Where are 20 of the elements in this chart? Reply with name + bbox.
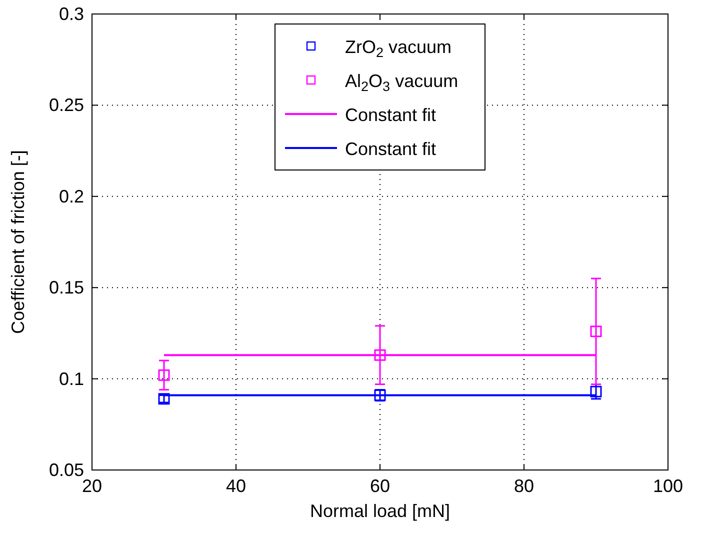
- x-axis-title: Normal load [mN]: [310, 501, 450, 521]
- x-tick-label: 20: [82, 476, 102, 496]
- point: [374, 349, 386, 361]
- x-tick-label: 60: [370, 476, 390, 496]
- y-tick-label: 0.3: [58, 4, 84, 24]
- legend-label: Constant fit: [345, 139, 436, 159]
- y-tick-label: 0.15: [48, 278, 84, 298]
- legend-label: Constant fit: [345, 105, 436, 125]
- y-axis-title: Coefficient of friction [-]: [8, 150, 28, 334]
- x-tick-label: 40: [226, 476, 246, 496]
- point: [158, 369, 170, 381]
- legend-label: Al$_{2}$O$_{3}$ vacuum: [345, 71, 458, 94]
- legend-label: ZrO$_{2}$ vacuum: [345, 37, 452, 60]
- y-tick-label: 0.2: [58, 186, 84, 206]
- y-tick-label: 0.1: [58, 368, 84, 389]
- y-tick-label: 0.05: [48, 460, 84, 480]
- y-tick-label: 0.25: [48, 95, 84, 116]
- x-tick-label: 100: [652, 476, 684, 496]
- x-tick-label: 80: [514, 476, 534, 496]
- point: [590, 326, 602, 338]
